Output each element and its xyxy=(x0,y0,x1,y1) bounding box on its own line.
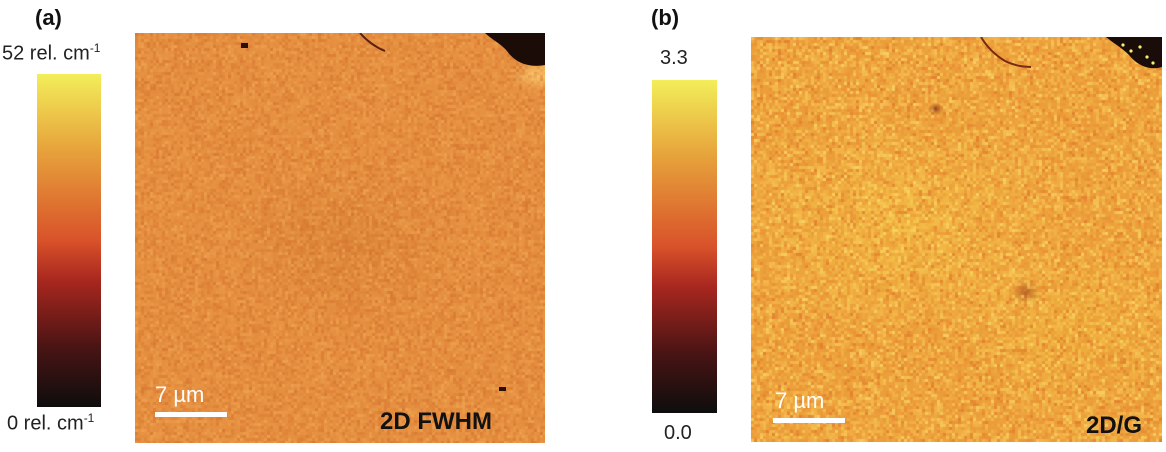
scale-bar-label: 7 µm xyxy=(775,388,825,413)
raman-map-2d-g-ratio: 7 µm 2D/G xyxy=(751,37,1162,442)
panel-a-label: (a) xyxy=(35,5,62,30)
panel-b-label: (b) xyxy=(651,5,680,30)
map-title: 2D/G xyxy=(1086,412,1143,439)
map-texture xyxy=(135,33,545,443)
map-title: 2D FWHM xyxy=(380,408,492,435)
raman-map-2d-fwhm: 7 µm 2D FWHM xyxy=(135,33,545,443)
colorbar-b-max-label: 3.3 xyxy=(660,47,688,69)
colorbar-a-max-label: 52 rel. cm-1 xyxy=(2,41,101,65)
defect-spot xyxy=(241,43,248,48)
map-features xyxy=(241,33,545,391)
bright-speck xyxy=(1138,45,1142,49)
scale-bar xyxy=(773,418,845,423)
dark-region xyxy=(1106,37,1162,69)
scale-bar xyxy=(155,412,227,417)
crack xyxy=(980,37,1032,68)
dark-region xyxy=(485,33,545,66)
colorbar-b-min-label: 0.0 xyxy=(664,422,692,444)
bright-speck xyxy=(1151,61,1155,65)
defect-spot xyxy=(499,387,506,391)
scale-bar-label: 7 µm xyxy=(155,382,205,407)
colorbar-a-min-label: 0 rel. cm-1 xyxy=(7,411,95,435)
map-features xyxy=(980,37,1162,69)
map-texture xyxy=(751,37,1162,442)
crack xyxy=(359,33,386,52)
colorbar-b xyxy=(652,80,717,413)
bright-speck xyxy=(1145,55,1149,59)
colorbar-a xyxy=(37,74,101,407)
bright-speck xyxy=(1121,43,1125,47)
bright-speck xyxy=(1129,49,1133,53)
